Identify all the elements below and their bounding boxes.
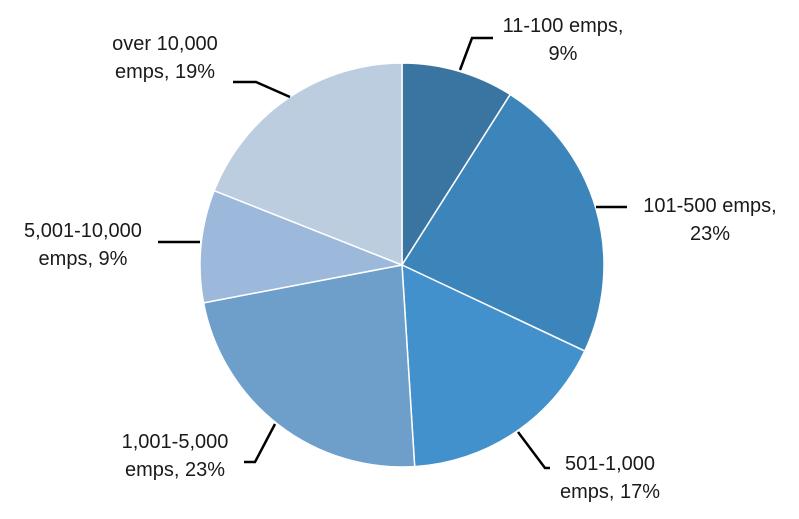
leader-1001-5000	[244, 423, 277, 464]
label-501-1000-line2: emps, 17%	[560, 481, 660, 503]
label-11-100-line1: 11-100 emps,	[503, 15, 624, 37]
label-over-10000-line1: over 10,000	[112, 33, 218, 55]
label-101-500-line1: 101-500 emps,	[643, 195, 776, 217]
label-5001-10000-line1: 5,001-10,000	[24, 220, 142, 242]
slice-501-1000	[401, 263, 586, 468]
label-over-10000-line2: emps, 19%	[115, 61, 215, 83]
leader-501-1000	[517, 431, 550, 470]
slice-101-500	[400, 93, 605, 353]
label-1001-5000-line1: 1,001-5,000	[122, 431, 229, 453]
label-101-500-line2: 23%	[690, 223, 730, 245]
data-labels: 11-100 emps, 9% 101-500 emps, 23% 501-1,…	[24, 15, 777, 503]
slice-5001-10000	[199, 189, 405, 304]
slice-1001-5000	[202, 264, 416, 468]
pie-slices	[199, 62, 605, 468]
leader-11-100	[458, 36, 493, 71]
label-1001-5000-line2: emps, 23%	[125, 459, 225, 481]
slice-11-100	[401, 62, 512, 268]
label-501-1000-line1: 501-1,000	[565, 453, 655, 475]
leader-lines	[158, 36, 627, 470]
label-5001-10000-line2: emps, 9%	[39, 248, 128, 270]
leader-over-10000	[233, 80, 291, 99]
label-11-100-line2: 9%	[549, 43, 578, 65]
slice-over-10000	[213, 62, 403, 267]
